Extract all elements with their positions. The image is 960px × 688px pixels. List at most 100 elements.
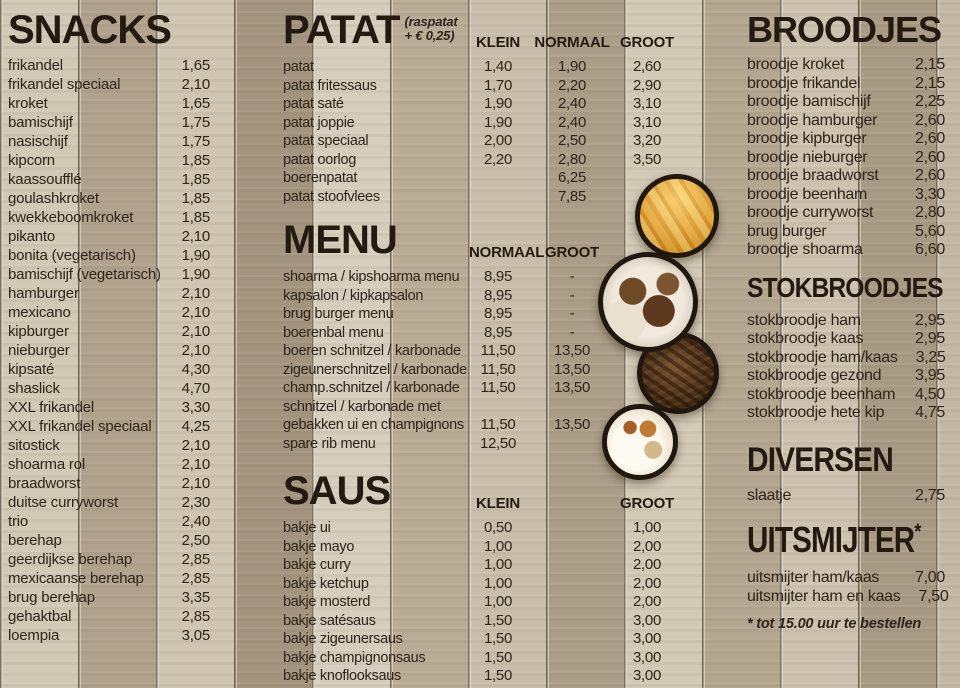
- menu-item-row: kipburger 2,10: [8, 322, 210, 341]
- item-price-groot: 2,00: [633, 556, 661, 573]
- menu-item-row: broodje shoarma 6,60: [747, 241, 945, 260]
- item-price: 2,10: [181, 342, 211, 359]
- item-price-groot: 3,00: [633, 611, 661, 629]
- menu-item-row: frikandel 1,65: [8, 56, 210, 75]
- item-price-groot: 3,10: [633, 113, 661, 131]
- menu-item-row: bakje ketchup 1,00 2,00: [283, 575, 677, 594]
- menu-item-row: uitsmijter ham/kaas 7,00: [747, 569, 945, 588]
- item-price-klein: [469, 169, 527, 188]
- item-price-normaal: 6,25: [558, 169, 586, 186]
- item-price: 4,70: [181, 380, 211, 397]
- item-price-normaal: 11,50: [480, 379, 516, 396]
- item-price: 4,50: [915, 385, 945, 403]
- item-price-normaal: 2,80: [558, 150, 586, 168]
- item-price-klein: 1,00: [484, 593, 512, 610]
- item-name: sitostick: [8, 437, 60, 454]
- item-price: 1,65: [181, 95, 211, 112]
- item-name: broodje nieburger: [747, 148, 868, 166]
- item-name: broodje curryworst: [747, 204, 874, 221]
- item-name: frikandel: [8, 57, 63, 74]
- menu-item-row: patat 1,40 1,90 2,60: [283, 58, 677, 77]
- item-price-klein: 2,00: [484, 132, 512, 149]
- item-name: XXL frikandel speciaal: [8, 418, 152, 435]
- patat-title: PATAT: [283, 8, 400, 52]
- item-price-klein: 1,00: [484, 537, 512, 555]
- item-price-groot: -: [569, 286, 575, 304]
- menu-item-row: broodje hamburger 2,60: [747, 112, 945, 131]
- item-price-klein: 2,20: [484, 150, 512, 168]
- menu-item-row: braadworst 2,10: [8, 474, 210, 493]
- menu-item-row: trio 2,40: [8, 512, 210, 531]
- menu-item-row: brug burger 5,60: [747, 223, 945, 242]
- item-price: 4,30: [181, 361, 211, 378]
- item-price: 1,85: [181, 209, 211, 226]
- menu-item-row: nasischijf 1,75: [8, 132, 210, 151]
- item-name: bakje mayo: [283, 538, 355, 555]
- saus-title: SAUS: [283, 469, 391, 513]
- patat-title-wrap: PATAT (raspatat + € 0,25): [283, 6, 469, 54]
- menu-item-row: duitse curryworst 2,30: [8, 493, 210, 512]
- item-name: hamburger: [8, 285, 79, 302]
- item-price: 2,10: [181, 76, 211, 93]
- item-name: boeren schnitzel / karbonade: [283, 343, 461, 359]
- item-price-normaal: 11,50: [480, 416, 516, 433]
- menu-item-row: broodje braadworst 2,60: [747, 167, 945, 186]
- menu-item-row: broodje beenham 3,30: [747, 186, 945, 205]
- menu-item-row: XXL frikandel speciaal 4,25: [8, 417, 210, 436]
- item-price: 1,75: [181, 114, 211, 131]
- item-price: 1,85: [181, 190, 211, 207]
- stokbroodjes-list: stokbroodje ham 2,95 stokbroodje kaas 2,…: [747, 312, 946, 423]
- diversen-list: slaatje 2,75: [747, 487, 945, 506]
- menu-item-row: patat stoofvlees 7,85: [283, 188, 677, 207]
- item-price-groot: 3,50: [633, 150, 661, 168]
- item-price-normaal: 8,95: [484, 305, 512, 322]
- item-price: 5,60: [915, 222, 945, 240]
- item-price-empty: [527, 593, 617, 612]
- menu-item-row: kipsaté 4,30: [8, 360, 210, 379]
- item-price-normaal: [469, 398, 527, 417]
- menu-item-row: patat oorlog 2,20 2,80 3,50: [283, 151, 677, 170]
- item-name: bakje zigeunersaus: [283, 631, 403, 647]
- item-price-normaal: 2,20: [558, 76, 586, 94]
- item-price-groot: 2,00: [633, 593, 661, 610]
- item-name: zigeunerschnitzel / karbonade: [283, 361, 467, 378]
- menu-item-row: broodje frikandel 2,15: [747, 75, 945, 94]
- menu-item-row: bonita (vegetarisch) 1,90: [8, 246, 210, 265]
- column-header-normaal: NORMAAL: [469, 244, 545, 261]
- item-price: 2,10: [181, 437, 211, 454]
- item-name: bakje satésaus: [283, 612, 376, 629]
- snacks-section: SNACKS frikandel 1,65 frikandel speciaal…: [8, 6, 210, 645]
- menu-item-row: gehaktbal 2,85: [8, 607, 210, 626]
- menu-item-row: boeren schnitzel / karbonade 11,50 13,50: [283, 342, 677, 361]
- item-name: uitsmijter ham/kaas: [747, 569, 880, 586]
- item-price: 2,60: [915, 148, 945, 166]
- item-name: gehaktbal: [8, 608, 72, 625]
- patat-note-line2: + € 0,25): [404, 28, 455, 43]
- item-price: 1,65: [181, 57, 211, 74]
- menu-item-row: shoarma / kipshoarma menu 8,95 -: [283, 268, 677, 287]
- saus-title-wrap: SAUS: [283, 467, 469, 515]
- item-price: 2,85: [181, 608, 211, 625]
- item-name: mexicano: [8, 304, 71, 321]
- patat-header: PATAT (raspatat + € 0,25) KLEIN NORMAAL …: [283, 6, 677, 54]
- snacks-list: frikandel 1,65 frikandel speciaal 2,10 k…: [8, 56, 210, 645]
- menu-item-row: broodje bamischijf 2,25: [747, 93, 945, 112]
- menu-item-row: bakje mosterd 1,00 2,00: [283, 593, 677, 612]
- item-price: 2,15: [915, 56, 945, 73]
- item-name: shaslick: [8, 380, 60, 397]
- item-price-normaal: 1,90: [558, 58, 586, 75]
- item-price-empty: [527, 649, 617, 668]
- menu-list: shoarma / kipshoarma menu 8,95 - kapsalo…: [283, 268, 677, 453]
- menu-item-row: sitostick 2,10: [8, 436, 210, 455]
- item-price: 7,00: [915, 569, 945, 586]
- menu-item-row: bakje ui 0,50 1,00: [283, 519, 677, 538]
- sauce-bowl-photo: [602, 404, 678, 480]
- item-name: bonita (vegetarisch): [8, 247, 136, 264]
- item-price: 2,80: [915, 204, 945, 221]
- item-price-groot: -: [569, 268, 575, 285]
- item-price: 2,60: [915, 167, 945, 184]
- item-name: stokbroodje beenham: [747, 385, 896, 403]
- item-price: 1,85: [181, 171, 211, 188]
- item-name: boerenbal menu: [283, 324, 384, 341]
- item-price-normaal: 8,95: [484, 286, 512, 304]
